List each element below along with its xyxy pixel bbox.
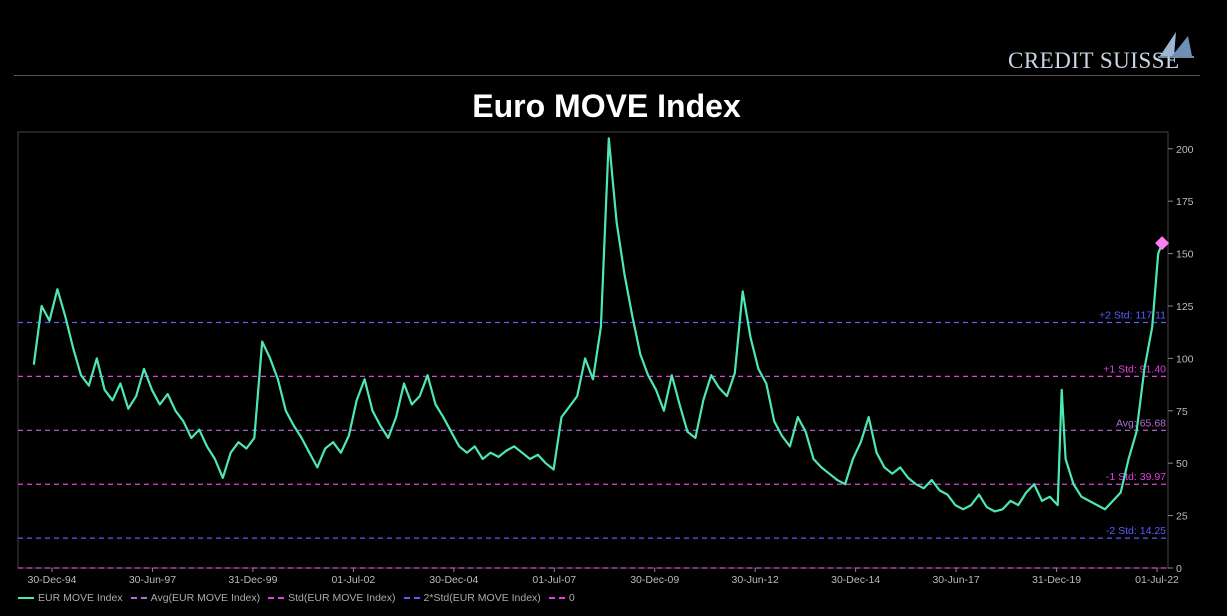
y-tick-label-1: 25 [1176,511,1188,523]
x-tick-label-1: 30-Jun-97 [129,574,176,586]
x-tick-label-6: 30-Dec-09 [630,574,679,586]
x-tick-label-8: 30-Dec-14 [831,574,880,586]
series-line-eur-move-index [32,137,1164,513]
x-tick-label-11: 01-Jul-22 [1135,574,1179,586]
legend-label: Avg(EUR MOVE Index) [150,592,261,604]
legend-item-1: Avg(EUR MOVE Index) [130,592,261,604]
ref-label-2: -1 Std: 39.97 [1106,471,1166,483]
y-tick-label-4: 100 [1176,353,1194,365]
latest-value-marker [1155,236,1170,251]
x-tick-label-2: 31-Dec-99 [228,574,277,586]
chart-title: Euro MOVE Index [472,88,741,124]
legend-swatch [403,597,420,599]
y-tick-label-5: 125 [1176,301,1194,313]
legend-label: 0 [568,592,575,604]
plot-frame [17,131,1169,569]
ref-label-0: Avg: 65.68 [1116,417,1166,429]
legend-item-0: EUR MOVE Index [18,592,123,604]
legend-swatch [18,597,34,599]
header-divider [14,75,1200,76]
x-tick-label-9: 30-Jun-17 [932,574,979,586]
y-tick-label-0: 0 [1176,563,1182,575]
legend-swatch [548,597,565,599]
y-tick-label-7: 175 [1176,196,1194,208]
x-tick-label-5: 01-Jul-07 [532,574,576,586]
sails-icon [1158,32,1194,58]
ref-label-3: +2 Std: 117.11 [1099,310,1166,322]
x-tick-label-3: 01-Jul-02 [331,574,375,586]
y-tick-label-8: 200 [1176,144,1194,156]
ref-label-4: -2 Std: 14.25 [1106,525,1166,537]
legend-label: Std(EUR MOVE Index) [288,592,396,604]
legend-swatch [130,597,147,599]
x-tick-label-0: 30-Dec-94 [27,574,76,586]
logo-text: CREDIT SUISSE [1008,48,1180,73]
legend-label: 2*Std(EUR MOVE Index) [423,592,541,604]
chart-legend: EUR MOVE Index Avg(EUR MOVE Index) Std(EUR… [18,592,575,604]
x-tick-label-4: 30-Dec-04 [429,574,478,586]
y-tick-label-3: 75 [1176,406,1188,418]
y-tick-label-6: 150 [1176,249,1194,261]
x-tick-label-10: 31-Dec-19 [1032,574,1081,586]
legend-item-3: 2*Std(EUR MOVE Index) [403,592,541,604]
legend-swatch [268,597,285,599]
y-tick-label-2: 50 [1176,458,1188,470]
x-tick-label-7: 30-Jun-12 [732,574,779,586]
legend-item-2: Std(EUR MOVE Index) [268,592,396,604]
ref-label-1: +1 Std: 91.40 [1103,363,1166,375]
legend-label: EUR MOVE Index [38,592,123,604]
credit-suisse-logo: CREDIT SUISSE [1008,30,1208,74]
legend-item-4: 0 [548,592,575,604]
